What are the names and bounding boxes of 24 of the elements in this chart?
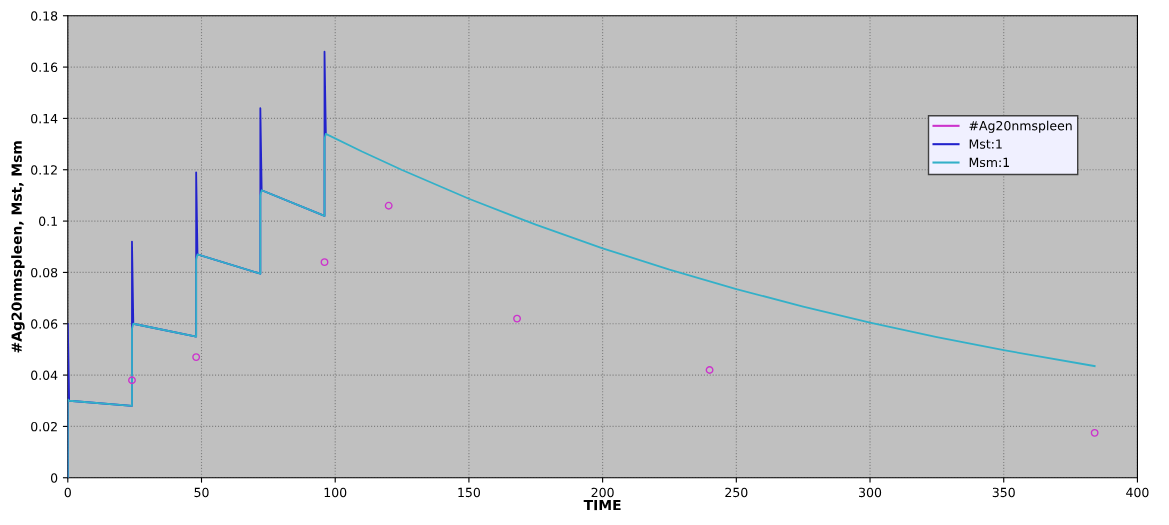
y-tick-label: 0.08 bbox=[31, 267, 58, 278]
y-tick-label: 0 bbox=[50, 473, 58, 483]
y-axis-title: #Ag20nmspleen, Mst, Msm bbox=[11, 141, 25, 353]
x-tick-label: 150 bbox=[458, 487, 481, 498]
y-tick-label: 0.16 bbox=[31, 62, 58, 73]
x-tick-label: 200 bbox=[591, 487, 614, 498]
y-tick-label: 0.14 bbox=[31, 113, 58, 124]
y-tick-label: 0.1 bbox=[39, 216, 57, 227]
x-tick-label: 350 bbox=[992, 487, 1015, 498]
legend-label: #Ag20nmspleen bbox=[969, 120, 1072, 133]
y-tick-label: 0.04 bbox=[31, 370, 58, 381]
x-tick-label: 250 bbox=[725, 487, 748, 498]
y-tick-label: 0.18 bbox=[31, 11, 58, 21]
x-tick-label: 300 bbox=[859, 487, 882, 498]
x-tick-label: 400 bbox=[1126, 487, 1149, 498]
legend-label: Mst:1 bbox=[969, 139, 1002, 149]
y-tick-label: 0.12 bbox=[31, 165, 57, 175]
x-tick-label: 50 bbox=[194, 487, 209, 498]
y-tick-label: 0.02 bbox=[31, 421, 57, 432]
x-tick-label: 0 bbox=[64, 487, 71, 498]
y-tick-label: 0.06 bbox=[31, 319, 58, 329]
x-axis-title: TIME bbox=[583, 500, 621, 511]
x-tick-label: 100 bbox=[324, 487, 347, 498]
legend-label: Msm:1 bbox=[969, 157, 1009, 168]
